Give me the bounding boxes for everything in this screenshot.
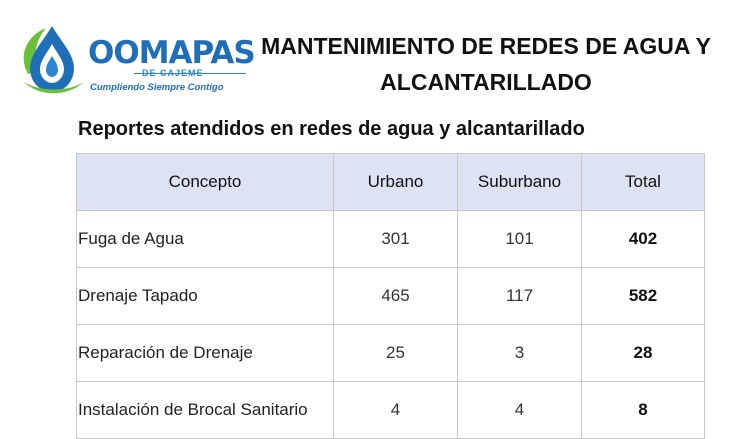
cell-urbano: 465: [333, 267, 458, 325]
cell-concepto: Fuga de Agua: [76, 210, 334, 268]
oomapas-logo: OOMAPAS DE CAJEME Cumpliendo Siempre Con…: [14, 20, 256, 100]
cell-suburbano: 3: [457, 324, 582, 382]
cell-concepto: Drenaje Tapado: [76, 267, 334, 325]
column-header-concepto: Concepto: [76, 153, 334, 211]
column-header-total: Total: [581, 153, 705, 211]
brand-divider: [134, 73, 246, 74]
cell-total: 8: [581, 381, 705, 439]
table-row: Instalación de Brocal Sanitario 4 4 8: [76, 381, 705, 439]
brand-subname: DE CAJEME: [142, 68, 204, 78]
water-drop-icon: [23, 26, 84, 94]
table-row: Fuga de Agua 301 101 402: [76, 210, 705, 268]
table-row: Drenaje Tapado 465 117 582: [76, 267, 705, 325]
cell-suburbano: 4: [457, 381, 582, 439]
cell-concepto: Instalación de Brocal Sanitario: [76, 381, 334, 439]
column-header-suburbano: Suburbano: [457, 153, 582, 211]
cell-urbano: 301: [333, 210, 458, 268]
table-caption: Reportes atendidos en redes de agua y al…: [78, 118, 585, 140]
cell-total: 28: [581, 324, 705, 382]
page-title-line-2: ALCANTARILLADO: [380, 69, 592, 95]
page-title-line-1: MANTENIMIENTO DE REDES DE AGUA Y: [261, 33, 711, 59]
cell-urbano: 4: [333, 381, 458, 439]
brand-name: OOMAPAS: [88, 35, 256, 71]
cell-total: 582: [581, 267, 705, 325]
cell-concepto: Reparación de Drenaje: [76, 324, 334, 382]
reports-table: Concepto Urbano Suburbano Total Fuga de …: [76, 153, 705, 439]
table-row: Reparación de Drenaje 25 3 28: [76, 324, 705, 382]
cell-total: 402: [581, 210, 705, 268]
column-header-urbano: Urbano: [333, 153, 458, 211]
brand-tagline: Cumpliendo Siempre Contigo: [90, 82, 224, 93]
cell-suburbano: 101: [457, 210, 582, 268]
cell-urbano: 25: [333, 324, 458, 382]
table-header-row: Concepto Urbano Suburbano Total: [76, 153, 705, 211]
cell-suburbano: 117: [457, 267, 582, 325]
page-title: MANTENIMIENTO DE REDES DE AGUA Y ALCANTA…: [232, 28, 740, 100]
